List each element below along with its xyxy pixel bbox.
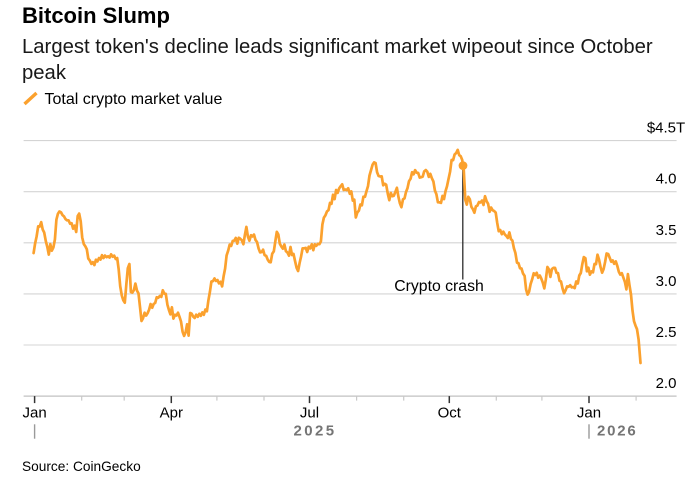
svg-text:Jul: Jul (300, 405, 319, 422)
svg-text:4.0: 4.0 (656, 171, 677, 188)
svg-text:3.0: 3.0 (656, 273, 677, 290)
svg-text:Oct: Oct (438, 405, 462, 422)
svg-text:Crypto crash: Crypto crash (394, 278, 484, 295)
svg-text:2025: 2025 (294, 423, 337, 440)
svg-text:$4.5T: $4.5T (647, 120, 685, 137)
svg-text:Jan: Jan (577, 405, 601, 422)
svg-text:Apr: Apr (160, 405, 183, 422)
svg-text:2.0: 2.0 (656, 375, 677, 392)
svg-text:2.5: 2.5 (656, 324, 677, 341)
svg-text:Jan: Jan (23, 405, 47, 422)
svg-text:2026: 2026 (597, 423, 638, 440)
svg-text:3.5: 3.5 (656, 222, 677, 239)
